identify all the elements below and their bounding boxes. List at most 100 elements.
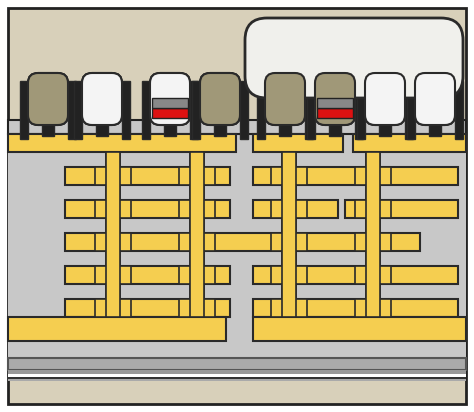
Bar <box>271 233 307 251</box>
Bar <box>192 81 200 139</box>
Bar <box>455 81 463 139</box>
Bar <box>355 299 391 317</box>
Bar <box>106 284 120 299</box>
Bar <box>65 299 230 317</box>
Bar <box>179 299 215 317</box>
FancyBboxPatch shape <box>28 73 68 125</box>
FancyBboxPatch shape <box>365 73 405 125</box>
Bar <box>8 374 466 377</box>
Bar <box>214 120 226 136</box>
Bar <box>357 81 365 139</box>
Bar <box>253 134 343 152</box>
Bar <box>152 108 188 118</box>
Bar <box>307 81 315 139</box>
FancyBboxPatch shape <box>150 73 190 125</box>
FancyBboxPatch shape <box>200 73 240 125</box>
Bar <box>317 98 353 108</box>
Bar <box>179 200 215 218</box>
Bar <box>190 81 198 139</box>
Bar <box>253 167 458 185</box>
FancyBboxPatch shape <box>265 73 305 125</box>
Bar <box>106 218 120 233</box>
Bar <box>366 152 380 167</box>
Bar <box>282 152 296 317</box>
FancyBboxPatch shape <box>265 73 305 125</box>
Bar <box>106 251 120 266</box>
Bar <box>190 284 204 299</box>
Bar <box>253 317 466 341</box>
Bar <box>355 233 391 251</box>
Bar <box>95 299 131 317</box>
Bar <box>366 284 380 299</box>
Bar <box>152 108 188 118</box>
Bar <box>122 81 130 139</box>
Bar <box>253 266 458 284</box>
FancyBboxPatch shape <box>415 73 455 125</box>
Bar <box>271 299 307 317</box>
FancyBboxPatch shape <box>315 73 355 125</box>
Bar <box>8 377 466 379</box>
Bar <box>190 152 204 317</box>
Bar <box>8 120 466 134</box>
Bar <box>190 185 204 200</box>
Bar <box>20 81 28 139</box>
Bar <box>282 152 296 167</box>
Bar <box>96 120 108 136</box>
Bar <box>106 152 120 167</box>
Bar <box>179 167 215 185</box>
FancyBboxPatch shape <box>315 73 355 125</box>
Bar <box>8 370 466 374</box>
Bar <box>106 152 120 317</box>
Bar <box>353 134 466 152</box>
Bar <box>152 100 188 110</box>
Bar <box>407 81 415 139</box>
Bar <box>253 299 458 317</box>
Bar <box>164 120 176 136</box>
Bar <box>65 167 230 185</box>
Bar <box>142 81 150 139</box>
Bar <box>42 120 54 136</box>
Bar <box>355 167 391 185</box>
Bar <box>190 218 204 233</box>
Bar <box>366 218 380 233</box>
Bar <box>271 167 307 185</box>
Bar <box>95 266 131 284</box>
Bar <box>179 233 215 251</box>
FancyBboxPatch shape <box>365 73 405 125</box>
FancyBboxPatch shape <box>150 73 190 125</box>
Bar <box>271 200 307 218</box>
Bar <box>240 81 248 139</box>
Bar <box>65 233 420 251</box>
Bar <box>405 81 413 139</box>
Bar <box>8 134 236 152</box>
Bar <box>317 108 353 118</box>
Bar <box>282 185 296 200</box>
Bar <box>317 108 353 118</box>
FancyBboxPatch shape <box>415 73 455 125</box>
Bar <box>65 266 230 284</box>
Bar <box>95 233 131 251</box>
Bar <box>366 251 380 266</box>
Bar <box>65 200 230 218</box>
Bar <box>282 218 296 233</box>
Bar <box>355 200 391 218</box>
Bar <box>8 317 226 341</box>
Bar <box>74 81 82 139</box>
FancyBboxPatch shape <box>82 73 122 125</box>
Bar <box>95 167 131 185</box>
Bar <box>279 120 291 136</box>
Bar <box>355 81 363 139</box>
Bar <box>8 120 466 380</box>
Bar <box>429 120 441 136</box>
Bar <box>179 266 215 284</box>
Bar <box>190 152 204 167</box>
Bar <box>317 100 353 110</box>
Bar <box>95 200 131 218</box>
Bar <box>345 200 458 218</box>
FancyBboxPatch shape <box>82 73 122 125</box>
Bar <box>379 120 391 136</box>
Bar <box>152 98 188 108</box>
Bar <box>366 152 380 317</box>
Bar <box>253 200 338 218</box>
FancyBboxPatch shape <box>200 73 240 125</box>
